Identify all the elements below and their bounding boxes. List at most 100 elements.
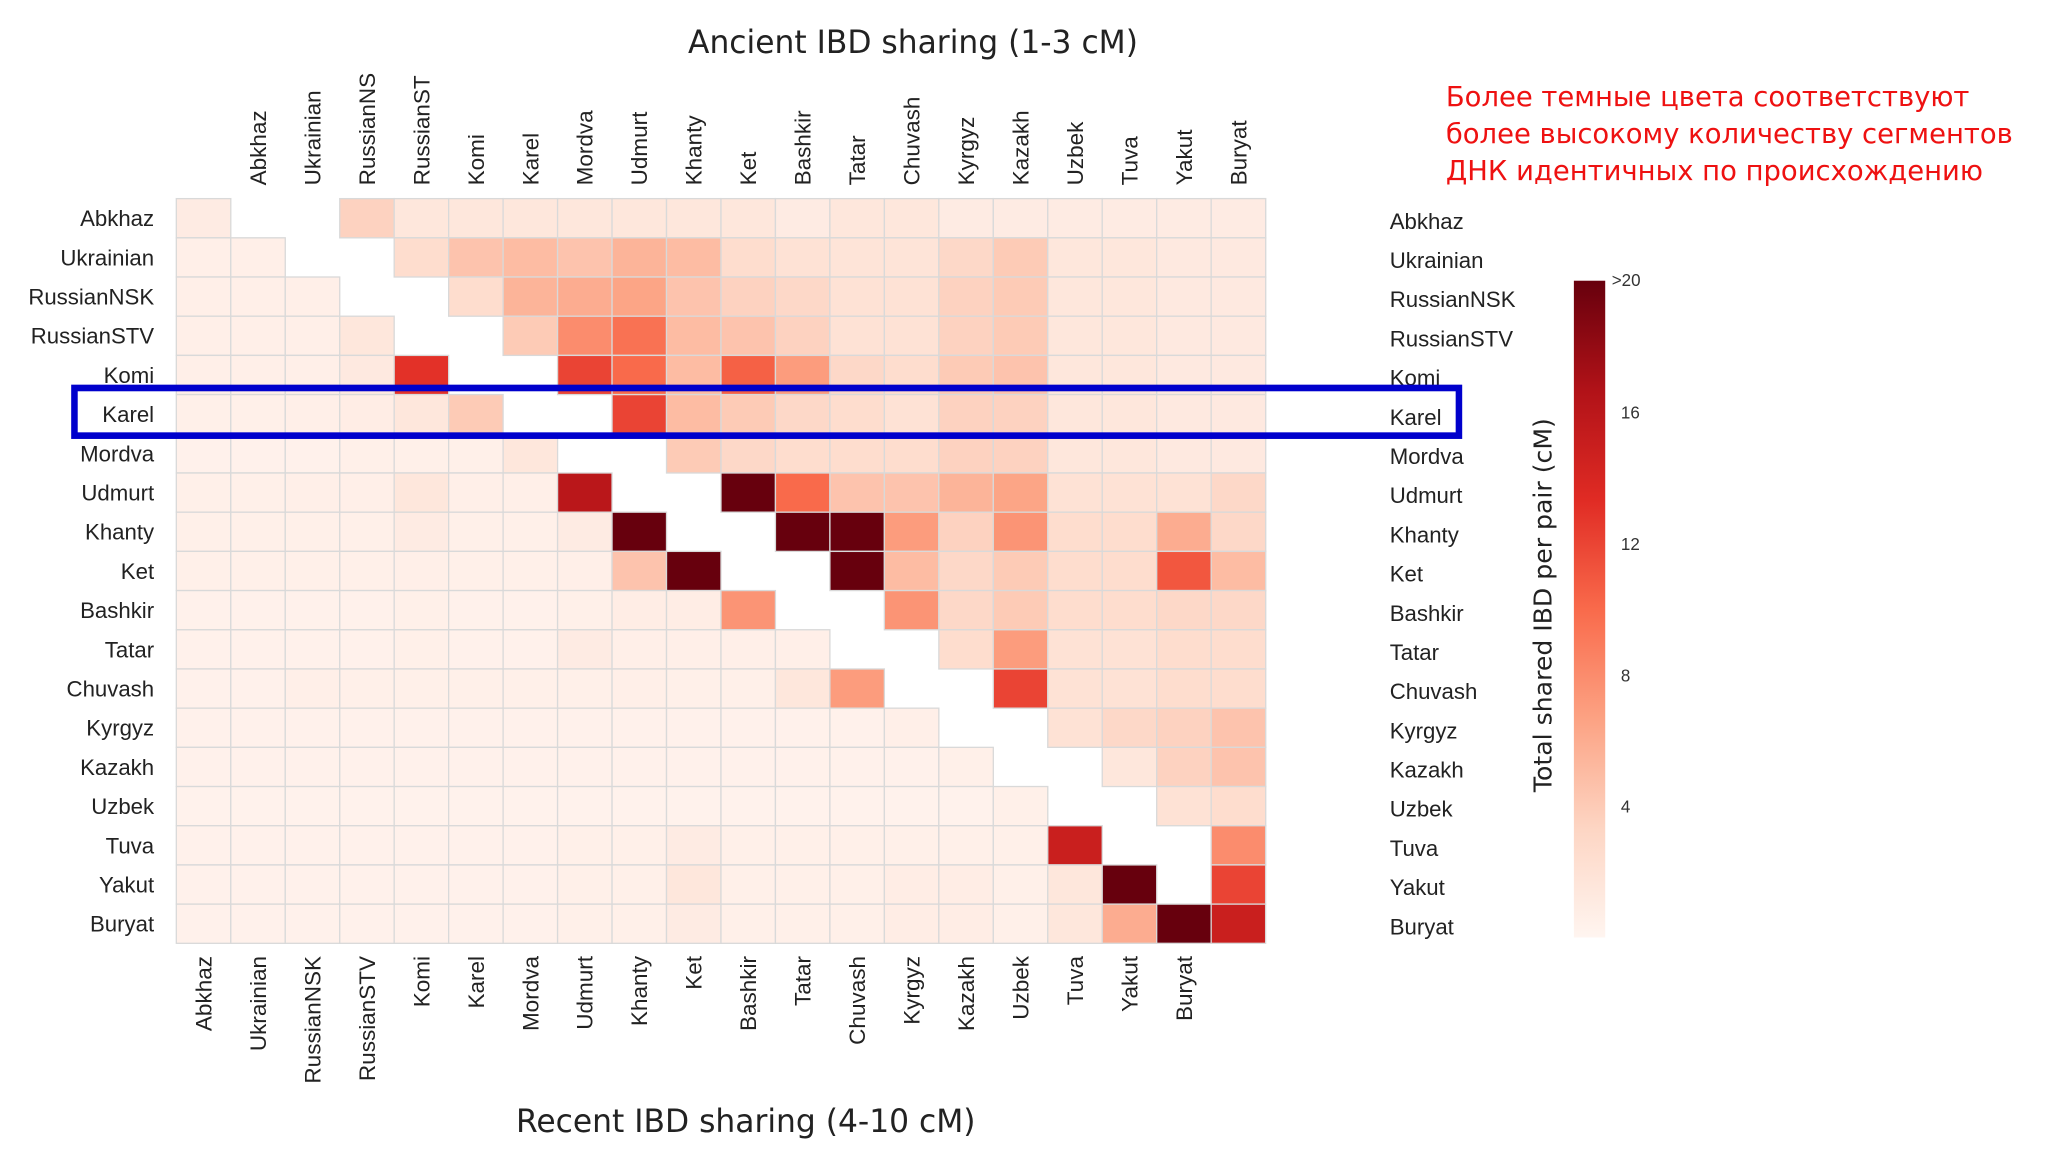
- heatmap-cell: [175, 472, 232, 513]
- heatmap-cell: [556, 746, 613, 788]
- heatmap-cell: [938, 629, 994, 670]
- col-label-top: Mordva: [573, 110, 598, 186]
- heatmap-cell: [883, 825, 940, 866]
- colorbar-tick-label: 8: [1621, 666, 1630, 685]
- heatmap-cell: [938, 315, 994, 357]
- row-label-right: Kyrgyz: [1390, 718, 1458, 743]
- heatmap-cell: [447, 237, 504, 278]
- karel-row-highlight: [71, 384, 1463, 439]
- heatmap-cell: [284, 707, 341, 749]
- heatmap-cell: [556, 550, 613, 592]
- heatmap-cell: [665, 785, 722, 827]
- heatmap-cell: [938, 393, 994, 435]
- heatmap-cell: [230, 511, 286, 553]
- heatmap-cell: [1156, 707, 1212, 749]
- annotation-text: Более темные цвета соответствуют более в…: [1446, 80, 2013, 187]
- heatmap-cell: [774, 393, 831, 435]
- row-label-left: Kyrgyz: [86, 716, 154, 741]
- heatmap-cell: [1156, 237, 1212, 278]
- heatmap-cell: [556, 589, 613, 631]
- heatmap-cell: [447, 472, 504, 513]
- heatmap-cell: [175, 237, 232, 278]
- row-label-right: Ukrainian: [1390, 248, 1484, 273]
- heatmap-cell: [720, 276, 777, 317]
- heatmap-cell: [230, 589, 286, 631]
- heatmap-cell: [230, 550, 286, 592]
- row-label-left: Karel: [102, 402, 154, 427]
- heatmap-cell: [611, 825, 668, 866]
- heatmap-cell: [829, 746, 886, 788]
- heatmap-cell: [502, 825, 559, 866]
- heatmap-cell: [339, 315, 395, 357]
- heatmap-cell: [992, 276, 1049, 317]
- heatmap-cell: [556, 825, 613, 866]
- heatmap-cell: [665, 315, 722, 357]
- heatmap-cell: [1047, 315, 1103, 357]
- heatmap-cell: [1156, 668, 1212, 709]
- heatmap-cell: [230, 668, 286, 709]
- heatmap-cell: [284, 511, 341, 553]
- heatmap-cell: [829, 393, 886, 435]
- row-label-right: Tuva: [1390, 836, 1439, 861]
- heatmap-cell: [339, 472, 395, 513]
- heatmap-cell: [665, 668, 722, 709]
- heatmap-cell: [1210, 550, 1267, 592]
- heatmap-cell: [1047, 864, 1103, 905]
- heatmap-cell: [284, 550, 341, 592]
- heatmap-cell: [883, 785, 940, 827]
- heatmap-cell: [502, 433, 559, 474]
- heatmap-cell: [1210, 511, 1267, 553]
- heatmap-cell: [502, 785, 559, 827]
- row-label-left: Mordva: [80, 441, 155, 466]
- heatmap-cell: [938, 276, 994, 317]
- heatmap-cell: [720, 393, 777, 435]
- heatmap-cell: [829, 472, 886, 513]
- heatmap-cell: [1210, 864, 1267, 905]
- heatmap-cell: [720, 237, 777, 278]
- col-label-top: Abkhaz: [246, 110, 271, 185]
- row-label-left: Tatar: [105, 637, 155, 662]
- colorbar-label: Total shared IBD per pair (cM): [1529, 418, 1558, 793]
- col-label-bottom: Ukrainian: [246, 956, 271, 1051]
- heatmap-cell: [829, 511, 886, 553]
- col-label-top: Khanty: [682, 115, 707, 186]
- heatmap-cell: [611, 903, 668, 944]
- heatmap-cell: [393, 589, 450, 631]
- heatmap-cell: [774, 746, 831, 788]
- heatmap-cell: [829, 785, 886, 827]
- colorbar: [1573, 280, 1606, 938]
- heatmap-cell: [883, 903, 940, 944]
- heatmap-cell: [230, 393, 286, 435]
- heatmap-cell: [393, 903, 450, 944]
- heatmap-cell: [393, 433, 450, 474]
- heatmap-cell: [992, 315, 1049, 357]
- heatmap-cell: [502, 511, 559, 553]
- row-label-left: Khanty: [85, 520, 155, 545]
- heatmap-cell: [447, 197, 504, 239]
- heatmap-cell: [774, 511, 831, 553]
- heatmap-cell: [665, 197, 722, 239]
- heatmap-cell: [665, 746, 722, 788]
- heatmap-cell: [1047, 903, 1103, 944]
- heatmap-cell: [447, 393, 504, 435]
- heatmap-cell: [393, 237, 450, 278]
- heatmap-cell: [774, 668, 831, 709]
- heatmap-cell: [556, 472, 613, 513]
- heatmap-cell: [502, 315, 559, 357]
- heatmap-cell: [611, 237, 668, 278]
- row-label-right: Yakut: [1390, 875, 1446, 900]
- heatmap-cell: [556, 707, 613, 749]
- col-label-bottom: RussianNSK: [301, 956, 326, 1084]
- heatmap-cell: [393, 393, 450, 435]
- heatmap-cell: [175, 864, 232, 905]
- row-label-left: Kazakh: [80, 755, 154, 780]
- heatmap-cell: [1047, 550, 1103, 592]
- heatmap-cell: [829, 668, 886, 709]
- chart-title: Ancient IBD sharing (1-3 cM): [688, 25, 1138, 61]
- heatmap-cell: [175, 668, 232, 709]
- heatmap-cell: [175, 707, 232, 749]
- heatmap-cell: [339, 197, 395, 239]
- heatmap-cell: [447, 668, 504, 709]
- heatmap-cell: [447, 550, 504, 592]
- heatmap-cell: [339, 511, 395, 553]
